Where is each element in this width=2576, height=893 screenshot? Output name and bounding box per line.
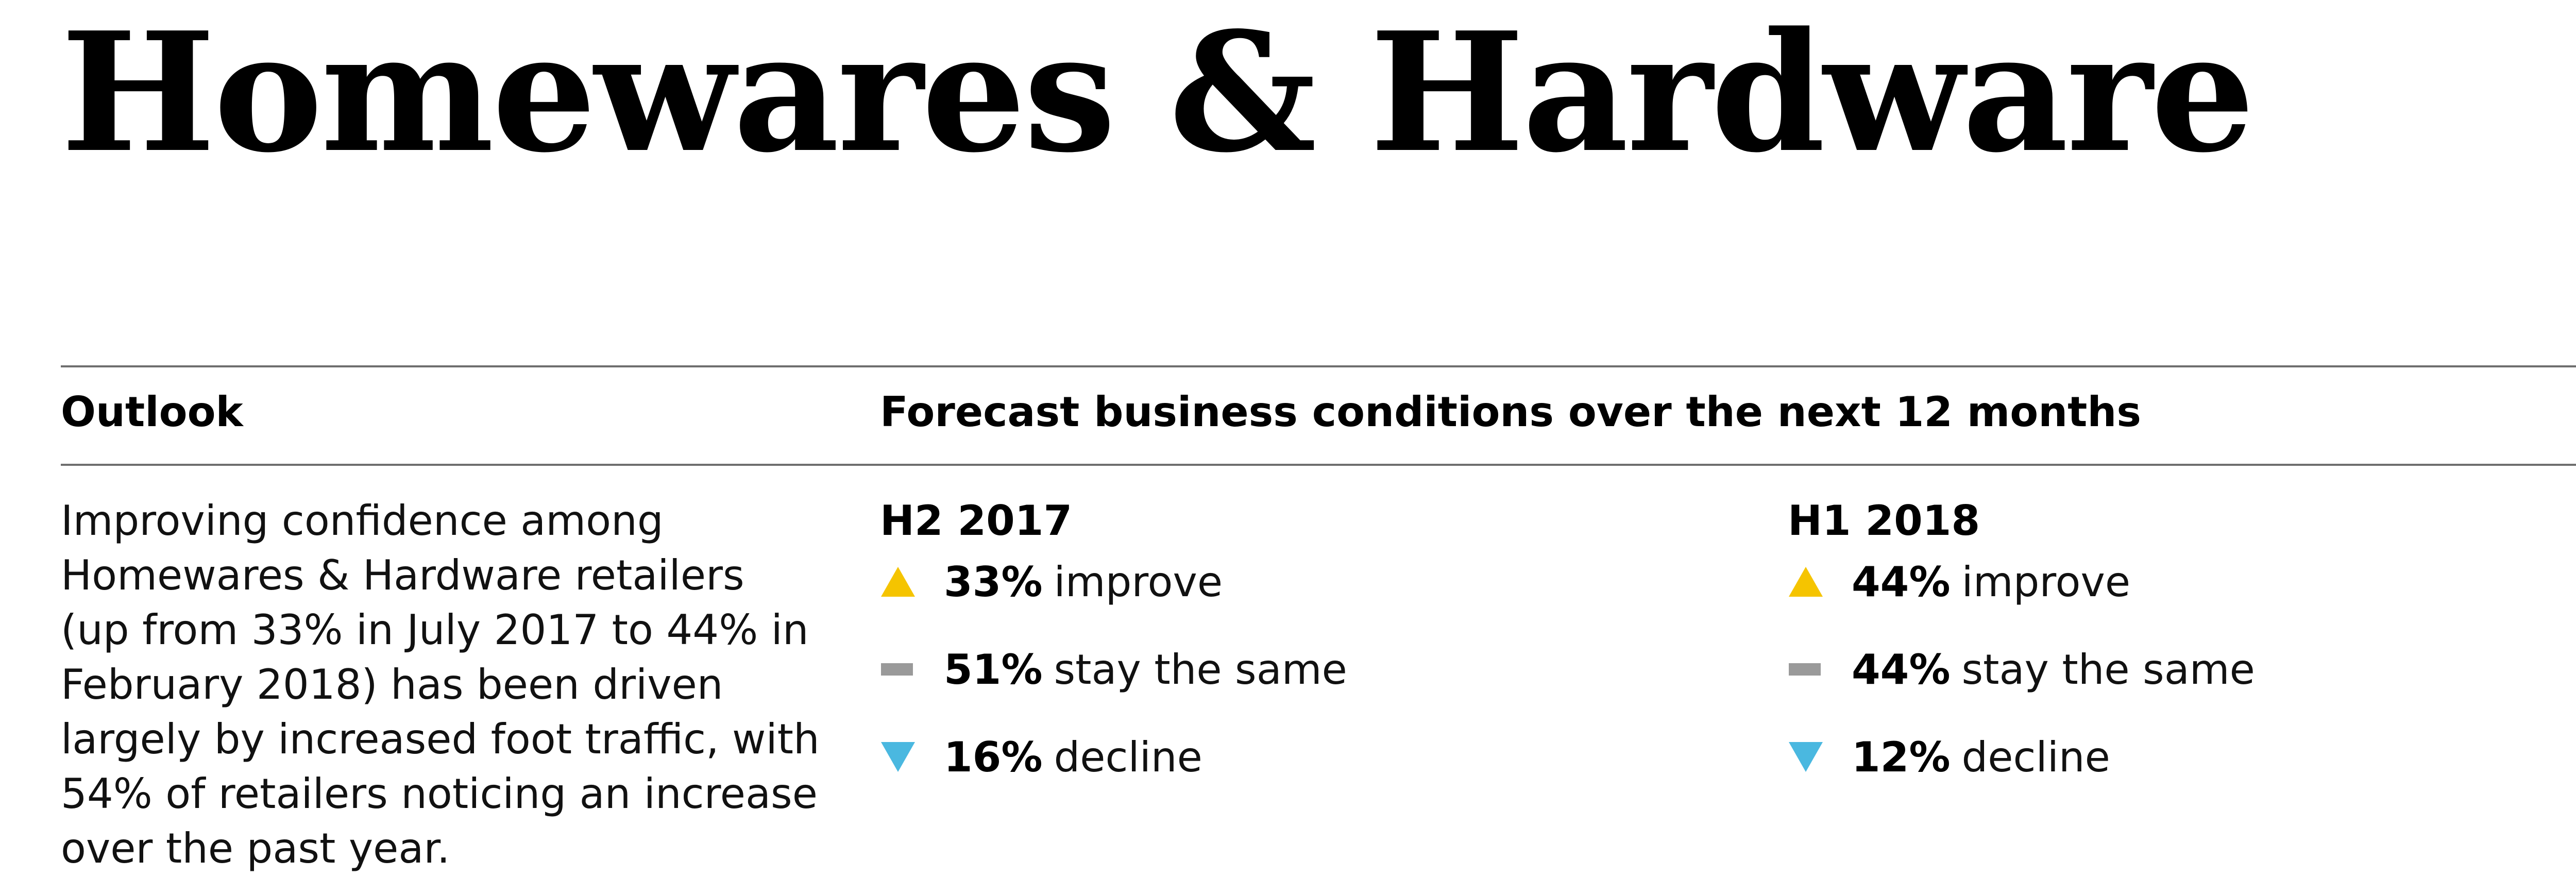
decline-percent: 12%: [1852, 733, 1951, 781]
period-label: H1 2018: [1788, 497, 1980, 545]
decline-percent: 16%: [944, 733, 1043, 781]
decline-label: decline: [1054, 733, 1202, 781]
top-divider: [61, 365, 2576, 367]
triangle-down-icon: [1788, 735, 1832, 779]
decline-row: 12% decline: [1788, 729, 2110, 785]
outlook-heading: Outlook: [61, 388, 243, 436]
triangle-up-icon: [880, 560, 924, 604]
dash-icon: [1788, 647, 1832, 692]
improve-row: 33% improve: [880, 553, 1223, 610]
improve-percent: 33%: [944, 558, 1043, 606]
same-percent: 44%: [1852, 645, 1951, 694]
same-label: stay the same: [1054, 645, 1347, 694]
same-percent: 51%: [944, 645, 1043, 694]
forecast-period-h1-2018: H1 2018 44% improve 44% stay the same 12…: [1788, 494, 2255, 781]
improve-percent: 44%: [1852, 558, 1951, 606]
page-title: Homewares & Hardware: [61, 0, 2255, 189]
same-label: stay the same: [1961, 645, 2255, 694]
decline-label: decline: [1961, 733, 2110, 781]
improve-row: 44% improve: [1788, 553, 2130, 610]
triangle-down-icon: [880, 735, 924, 779]
forecast-period-h2-2017: H2 2017 33% improve 51% stay the same 16…: [880, 494, 1347, 781]
triangle-up-icon: [1788, 560, 1832, 604]
decline-row: 16% decline: [880, 729, 1202, 785]
improve-label: improve: [1961, 558, 2131, 606]
same-row: 51% stay the same: [880, 641, 1347, 698]
improve-label: improve: [1054, 558, 1223, 606]
period-label: H2 2017: [880, 497, 1073, 545]
same-row: 44% stay the same: [1788, 641, 2255, 698]
header-divider: [61, 464, 2576, 466]
dash-icon: [880, 647, 924, 692]
forecast-heading: Forecast business conditions over the ne…: [880, 388, 2141, 436]
outlook-text: Improving confidence among Homewares & H…: [61, 497, 820, 872]
